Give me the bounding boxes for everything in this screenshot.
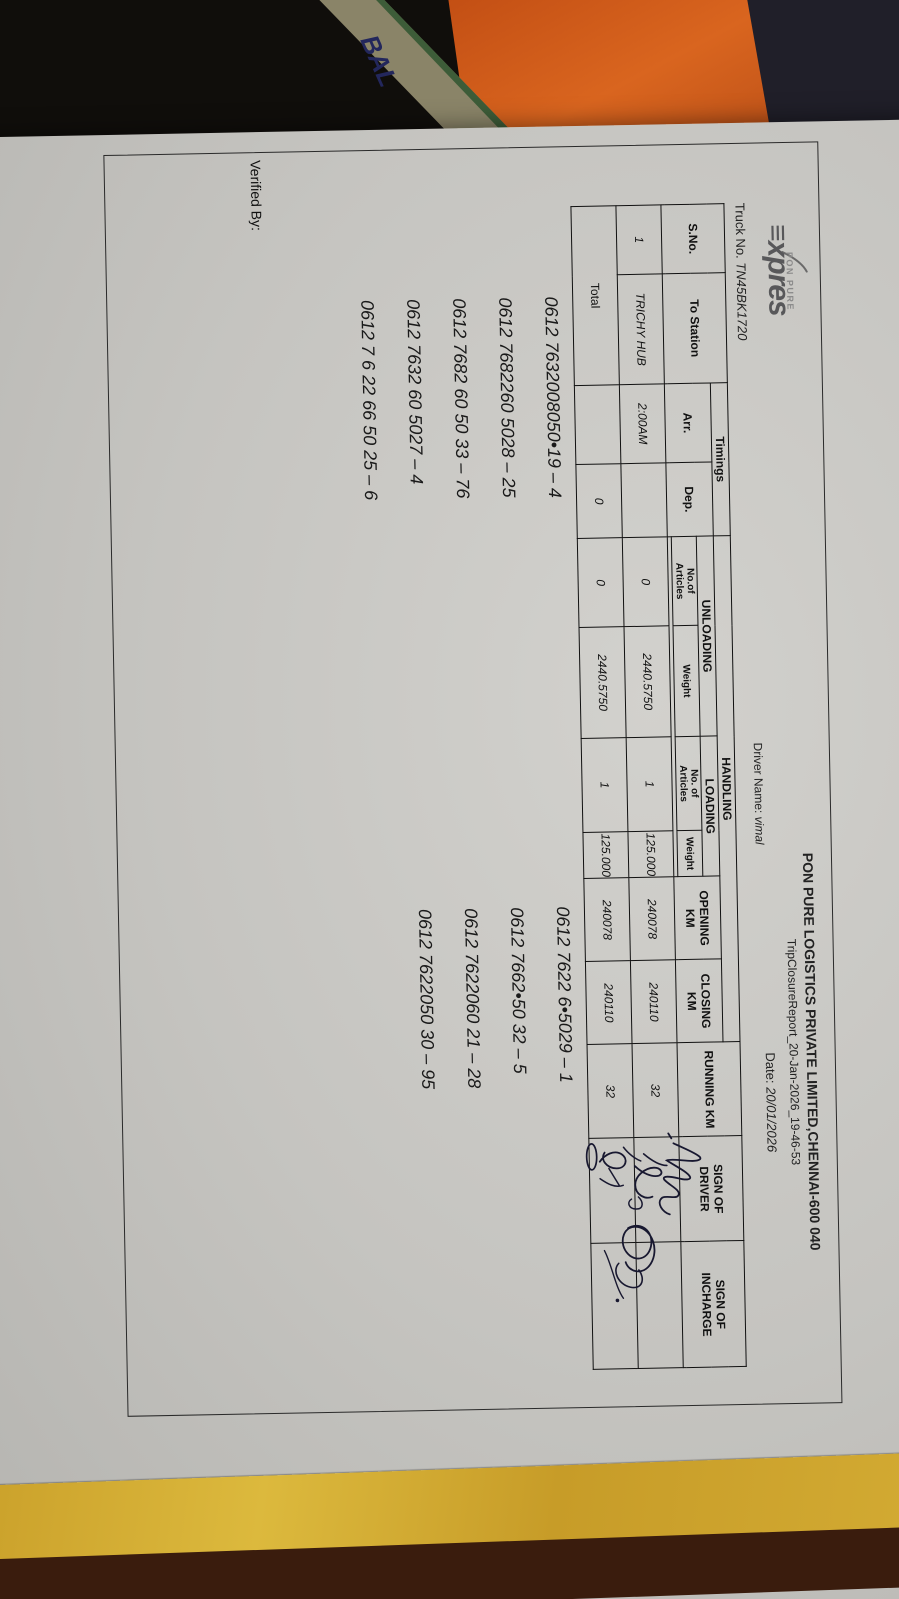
- svg-text:PON PURE: PON PURE: [784, 252, 795, 311]
